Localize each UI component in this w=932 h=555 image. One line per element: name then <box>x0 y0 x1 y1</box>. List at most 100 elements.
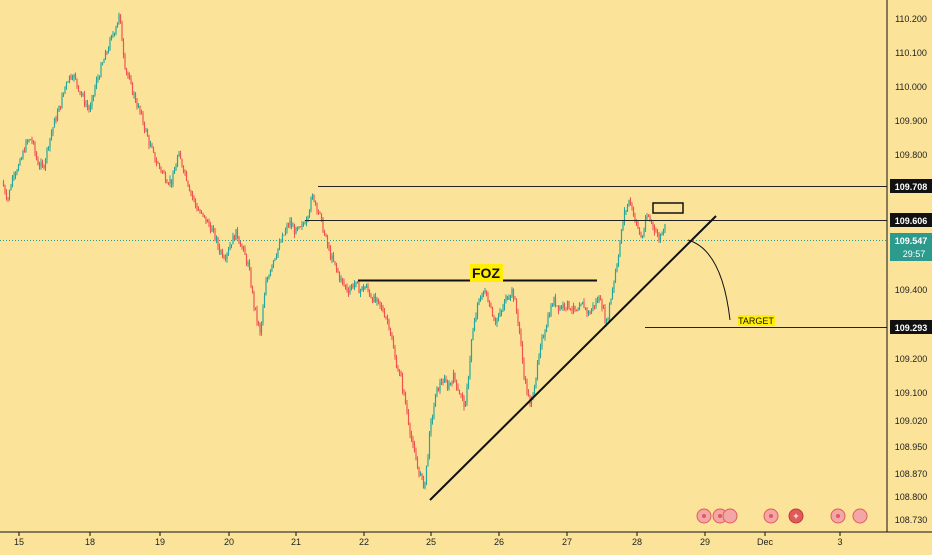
candle-body <box>438 387 439 391</box>
candle-body <box>613 281 614 289</box>
candle-body <box>34 143 35 153</box>
candle-body <box>270 270 271 276</box>
candle-body <box>172 174 173 185</box>
candle-body <box>405 392 406 403</box>
candle-body <box>124 55 125 69</box>
candle-body <box>69 76 70 82</box>
candle-body <box>426 466 427 482</box>
candle-body <box>25 141 26 152</box>
event-icon[interactable] <box>853 509 867 523</box>
candle-body <box>424 482 425 488</box>
candle-body <box>498 316 499 318</box>
price-axis[interactable] <box>887 0 932 532</box>
candle-body <box>300 227 301 228</box>
candle-body <box>231 244 232 245</box>
candle-body <box>664 224 665 229</box>
candle-body <box>348 290 349 293</box>
target-label[interactable]: TARGET <box>738 316 774 326</box>
candle-body <box>460 394 461 395</box>
candle-body <box>447 382 448 389</box>
candle-body <box>547 316 548 326</box>
candle-body <box>331 256 332 260</box>
candle-body <box>546 326 547 332</box>
candle-body <box>205 217 206 223</box>
candle-body <box>483 291 484 297</box>
candle-body <box>168 183 169 184</box>
candle-body <box>202 213 203 215</box>
time-axis[interactable]: 15 18 19 20 21 22 25 26 27 28 29 Dec 3 <box>14 532 843 547</box>
candle-body <box>280 242 281 243</box>
candle-body <box>480 299 481 300</box>
candle-body <box>514 299 515 300</box>
candle-body <box>271 265 272 269</box>
candle-body <box>40 162 41 166</box>
candle-body <box>207 220 208 222</box>
candle-body <box>571 310 572 311</box>
candle-body <box>46 148 47 159</box>
candle-body <box>24 151 25 152</box>
candle-body <box>411 434 412 439</box>
candle-body <box>555 297 556 305</box>
foz-label[interactable]: FOZ <box>472 265 500 281</box>
event-icon[interactable] <box>723 509 737 523</box>
candle-body <box>457 387 458 390</box>
candle-body <box>397 368 398 371</box>
candle-body <box>318 211 319 212</box>
candle-body <box>67 82 68 83</box>
candle-body <box>349 289 350 293</box>
candle-body <box>609 305 610 319</box>
candle-body <box>42 162 43 166</box>
candle-body <box>408 412 409 424</box>
candle-body <box>192 193 193 197</box>
candle-body <box>136 102 137 107</box>
candle-body <box>360 290 361 293</box>
candle-body <box>319 212 320 213</box>
candle-body <box>237 229 238 237</box>
price-tick-label: 110.200 <box>895 14 927 24</box>
candle-body <box>175 166 176 171</box>
candle-body <box>3 182 4 186</box>
candle-body <box>406 404 407 412</box>
candle-body <box>96 80 97 88</box>
candle-body <box>142 113 143 123</box>
time-tick-label: 26 <box>494 537 504 547</box>
candle-body <box>606 320 607 323</box>
candle-body <box>511 289 512 296</box>
price-tick-label: 109.020 <box>895 416 928 426</box>
candle-body <box>567 301 568 308</box>
time-tick-label: 22 <box>359 537 369 547</box>
candle-body <box>100 65 101 77</box>
candle-body <box>582 302 583 304</box>
candle-body <box>352 285 353 287</box>
candle-body <box>577 310 578 311</box>
candle-body <box>157 163 158 164</box>
candle-body <box>642 236 643 237</box>
candle-body <box>502 308 503 311</box>
candle-body <box>433 407 434 417</box>
candle-body <box>289 221 290 226</box>
candle-body <box>174 171 175 174</box>
candle-body <box>414 444 415 451</box>
candle-body <box>315 201 316 203</box>
candle-body <box>103 60 104 63</box>
candle-body <box>123 41 124 55</box>
candle-body <box>432 417 433 420</box>
candle-body <box>580 304 581 305</box>
candle-body <box>381 305 382 307</box>
candle-body <box>418 467 419 476</box>
candle-body <box>492 307 493 316</box>
candle-body <box>402 376 403 390</box>
candle-body <box>631 204 632 207</box>
candle-body <box>109 39 110 49</box>
candle-body <box>544 332 545 337</box>
candle-body <box>250 270 251 287</box>
candle-body <box>627 205 628 210</box>
candle-body <box>75 75 76 79</box>
candle-body <box>4 186 5 192</box>
candle-body <box>232 235 233 244</box>
price-tick-label: 109.800 <box>895 150 928 160</box>
candle-body <box>199 211 200 213</box>
time-tick-label: 25 <box>426 537 436 547</box>
candle-body <box>118 15 119 23</box>
